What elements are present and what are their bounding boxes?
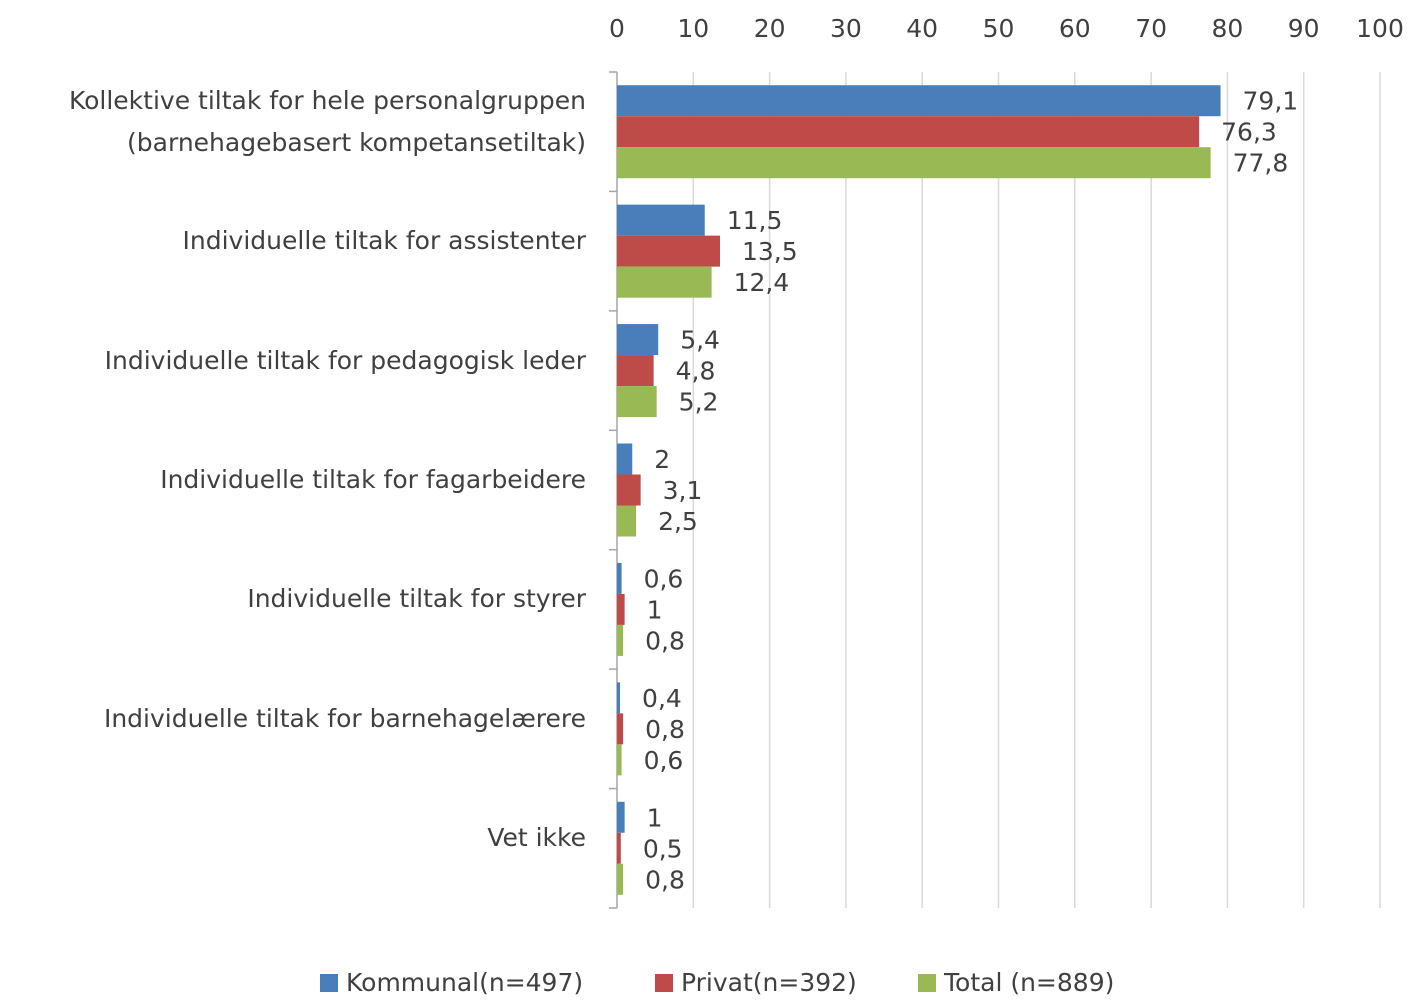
bar — [617, 801, 625, 833]
x-tick-label: 10 — [677, 14, 709, 43]
legend-label: Total (n=889) — [943, 968, 1114, 997]
bar — [617, 744, 622, 776]
data-label: 0,8 — [645, 865, 685, 894]
data-label: 3,1 — [663, 476, 703, 505]
bar — [617, 266, 712, 298]
x-tick-label: 90 — [1288, 14, 1320, 43]
data-label: 0,8 — [645, 626, 685, 655]
data-label: 4,8 — [676, 357, 716, 386]
bar — [617, 832, 621, 864]
bar — [617, 863, 624, 895]
x-tick-label: 100 — [1356, 14, 1404, 43]
data-label: 0,4 — [642, 684, 682, 713]
data-label: 13,5 — [742, 237, 798, 266]
data-label: 2 — [654, 445, 670, 474]
bar — [617, 116, 1200, 148]
category-label: Individuelle tiltak for assistenter — [182, 226, 586, 256]
data-label: 0,6 — [644, 564, 684, 593]
category-label: Individuelle tiltak for styrer — [247, 584, 586, 614]
x-tick-label: 70 — [1135, 14, 1167, 43]
x-tick-label: 30 — [830, 14, 862, 43]
x-tick-label: 50 — [983, 14, 1015, 43]
bar — [617, 713, 624, 745]
x-tick-label: 0 — [609, 14, 625, 43]
x-tick-label: 80 — [1211, 14, 1243, 43]
bar — [617, 204, 705, 236]
data-label: 0,8 — [645, 715, 685, 744]
category-label: Individuelle tiltak for fagarbeidere — [160, 465, 586, 494]
data-label: 5,2 — [679, 388, 719, 417]
data-label: 5,4 — [680, 326, 720, 355]
legend-label: Kommunal(n=497) — [346, 968, 583, 997]
data-label: 76,3 — [1221, 118, 1277, 147]
legend-swatch — [918, 974, 936, 992]
category-label: Individuelle tiltak for barnehagelærere — [103, 703, 586, 733]
data-label: 0,5 — [643, 834, 683, 863]
bar — [617, 682, 621, 714]
bar — [617, 624, 624, 656]
legend-swatch — [655, 974, 673, 992]
data-label: 1 — [647, 595, 663, 624]
x-tick-label: 40 — [906, 14, 938, 43]
data-label: 79,1 — [1243, 87, 1299, 116]
bar — [617, 85, 1221, 117]
bar — [617, 505, 637, 537]
bar — [617, 593, 625, 625]
legend-label: Privat(n=392) — [681, 968, 857, 997]
category-label: Kollektive tiltak for hele personalgrupp… — [68, 85, 586, 157]
x-tick-label: 20 — [754, 14, 786, 43]
bar — [617, 443, 633, 475]
bar — [617, 386, 657, 418]
bar — [617, 562, 622, 594]
bar — [617, 235, 721, 267]
bar — [617, 147, 1211, 179]
bar — [617, 474, 641, 506]
data-label: 0,6 — [644, 746, 684, 775]
data-label: 2,5 — [658, 507, 698, 536]
bar — [617, 355, 654, 387]
category-label: Individuelle tiltak for pedagogisk leder — [104, 345, 586, 375]
category-label: Vet ikke — [487, 823, 586, 853]
x-tick-label: 60 — [1059, 14, 1091, 43]
bar — [617, 324, 659, 356]
legend-swatch — [320, 974, 338, 992]
data-label: 12,4 — [734, 268, 790, 297]
data-label: 77,8 — [1233, 149, 1289, 178]
data-label: 1 — [647, 803, 663, 832]
data-label: 11,5 — [727, 206, 783, 235]
